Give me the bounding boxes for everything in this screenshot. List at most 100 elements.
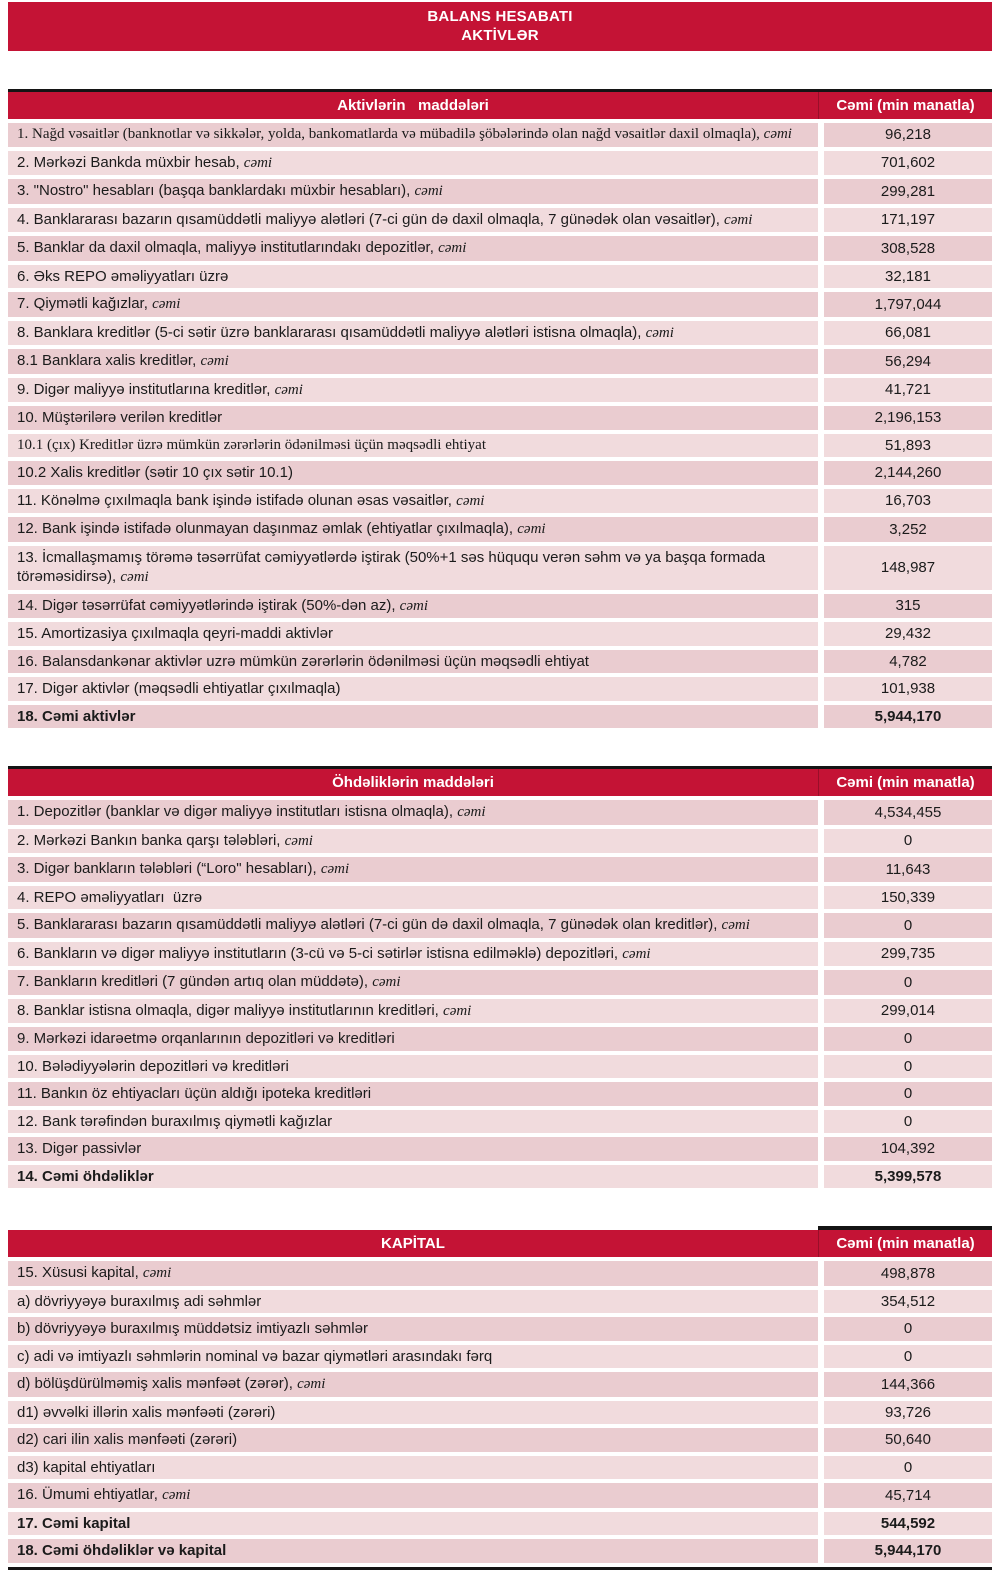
row-value: 45,714 [824, 1483, 992, 1508]
table-row: 4. Banklararası bazarın qısamüddətli mal… [8, 207, 992, 232]
liabilities-items-column-header: Öhdəliklərin maddələri [332, 774, 494, 791]
row-label: b) dövriyyəyə buraxılmış müddətsiz imtiy… [8, 1317, 818, 1341]
table-row: 1. Nağd vəsaitlər (banknotlar və sikkələ… [8, 123, 992, 147]
liabilities-section: Öhdəliklərin maddələri Cəmi (min manatla… [8, 766, 992, 1188]
table-row: 13. İcmallaşmamış törəmə təsərrüfat cəmi… [8, 545, 992, 590]
row-label-suffix: cəmi [438, 240, 467, 256]
table-row: 1. Depozitlər (banklar və digər maliyyə … [8, 800, 992, 825]
table-row: 12. Bank işində istifadə olunmayan daşın… [8, 517, 992, 542]
row-label-suffix: cəmi [372, 974, 401, 990]
assets-items-column-header: Aktivlərin maddələri [337, 97, 489, 114]
table-row: 15. Amortizasiya çıxılmaqla qeyri-maddi … [8, 622, 992, 646]
table-row: d) bölüşdürülməmiş xalis mənfəət (zərər)… [8, 1372, 992, 1397]
table-row: 13. Digər passivlər 104,392 [8, 1137, 992, 1161]
row-label-suffix: cəmi [456, 492, 485, 509]
row-label-suffix: cəmi [243, 154, 273, 171]
row-label: 6. Əks REPO əməliyyatları üzrə [8, 264, 818, 288]
capital-top-border [818, 1226, 992, 1230]
table-row: 2. Mərkəzi Bankda müxbir hesab, cəmi 701,… [8, 150, 992, 175]
row-label: 5. Banklararası bazarın qısamüddətli mal… [8, 913, 818, 938]
row-label-suffix: cəmi [284, 832, 313, 849]
row-label: 7. Qiymətli kağızlar, cəmi [8, 292, 818, 317]
capital-section: KAPİTAL Cəmi (min manatla) 15. Xüsusi ka… [8, 1226, 992, 1570]
table-row: 18. Cəmi aktivlər 5,944,170 [8, 704, 992, 728]
row-value: 0 [824, 970, 992, 995]
row-label-suffix: cəmi [297, 1376, 326, 1392]
row-label: 2. Mərkəzi Bankda müxbir hesab, cəmi [8, 150, 818, 175]
row-value: 41,721 [824, 377, 992, 402]
row-label: 10.2 Xalis kreditlər (sətir 10 çıx sətir… [8, 461, 818, 485]
row-value: 93,726 [824, 1400, 992, 1424]
row-value: 5,944,170 [824, 1539, 992, 1563]
row-label-suffix: cəmi [443, 1002, 472, 1019]
row-value: 56,294 [824, 349, 992, 374]
row-label: 17. Digər aktivlər (məqsədli ehtiyatlar … [8, 677, 818, 701]
row-label: a) dövriyyəyə buraxılmış adi səhmlər [8, 1289, 818, 1313]
row-label: 1. Nağd vəsaitlər (banknotlar və sikkələ… [8, 123, 818, 147]
row-value: 96,218 [824, 123, 992, 147]
liabilities-header-row: Öhdəliklərin maddələri Cəmi (min manatla… [8, 769, 992, 796]
row-value: 66,081 [824, 320, 992, 345]
row-label: 17. Cəmi kapital [8, 1511, 818, 1535]
row-label-suffix: cəmi [120, 569, 149, 585]
row-label-suffix: cəmi [517, 521, 546, 537]
row-value: 315 [824, 593, 992, 618]
table-row: d1) əvvəlki illərin xalis mənfəəti (zərə… [8, 1400, 992, 1424]
table-row: 8. Banklara kreditlər (5-ci sətir üzrə b… [8, 320, 992, 345]
table-row: 14. Cəmi öhdəliklər 5,399,578 [8, 1164, 992, 1188]
row-value: 16,703 [824, 488, 992, 513]
row-label: 16. Balansdankənar aktivlər uzrə mümkün … [8, 649, 818, 673]
row-value: 148,987 [824, 545, 992, 590]
row-label: 12. Bank işində istifadə olunmayan daşın… [8, 517, 818, 542]
assets-total-column-header: Cəmi (min manatla) [818, 92, 992, 119]
row-label: 11. Könəlmə çıxılmaqla bank işində istif… [8, 488, 818, 513]
table-row: 4. REPO əməliyyatları üzrə 150,339 [8, 885, 992, 909]
row-value: 1,797,044 [824, 292, 992, 317]
row-value: 101,938 [824, 677, 992, 701]
capital-bottom-border [8, 1566, 992, 1570]
row-label-suffix: cəmi [763, 126, 792, 142]
table-row: 16. Balansdankənar aktivlər uzrə mümkün … [8, 649, 992, 673]
row-value: 0 [824, 1082, 992, 1106]
row-value: 544,592 [824, 1511, 992, 1535]
row-label: 12. Bank tərəfindən buraxılmış qiymətli … [8, 1109, 818, 1133]
row-label: 13. Digər passivlər [8, 1137, 818, 1161]
table-row: 17. Cəmi kapital 544,592 [8, 1511, 992, 1535]
row-value: 0 [824, 1027, 992, 1051]
table-row: 15. Xüsusi kapital, cəmi 498,878 [8, 1261, 992, 1286]
row-value: 299,281 [824, 179, 992, 204]
row-label-suffix: cəmi [142, 1265, 172, 1281]
table-row: 10. Bələdiyyələrin depozitləri və kredit… [8, 1054, 992, 1078]
row-label-suffix: cəmi [457, 804, 486, 820]
table-row: 7. Qiymətli kağızlar, cəmi 1,797,044 [8, 292, 992, 317]
row-value: 0 [824, 1054, 992, 1078]
row-value: 51,893 [824, 433, 992, 457]
row-label: 1. Depozitlər (banklar və digər maliyyə … [8, 800, 818, 825]
row-label-suffix: cəmi [399, 597, 428, 614]
table-row: 14. Digər təsərrüfat cəmiyyətlərində işt… [8, 593, 992, 618]
row-value: 4,534,455 [824, 800, 992, 825]
row-value: 5,944,170 [824, 704, 992, 728]
table-row: 7. Bankların kreditləri (7 gündən artıq … [8, 970, 992, 995]
table-row: 3. Digər bankların tələbləri (“Loro" hes… [8, 857, 992, 882]
row-label: 13. İcmallaşmamış törəmə təsərrüfat cəmi… [8, 545, 818, 590]
row-value: 104,392 [824, 1137, 992, 1161]
row-value: 11,643 [824, 857, 992, 882]
table-row: 12. Bank tərəfindən buraxılmış qiymətli … [8, 1109, 992, 1133]
row-label-suffix: cəmi [724, 211, 753, 228]
row-label: 10. Bələdiyyələrin depozitləri və kredit… [8, 1054, 818, 1078]
report-subtitle: AKTİVLƏR [461, 27, 539, 44]
table-row: a) dövriyyəyə buraxılmış adi səhmlər 354,… [8, 1289, 992, 1313]
row-label: 9. Mərkəzi idarəetmə orqanlarının depozi… [8, 1027, 818, 1051]
row-value: 0 [824, 828, 992, 853]
report-title: BALANS HESABATI [427, 8, 573, 25]
row-label-suffix: cəmi [274, 381, 303, 398]
row-value: 171,197 [824, 207, 992, 232]
capital-rows: 15. Xüsusi kapital, cəmi 498,878 a) dövriy… [8, 1261, 992, 1563]
row-label: 3. "Nostro" hesabları (başqa banklardakı… [8, 179, 818, 204]
row-label: 15. Xüsusi kapital, cəmi [8, 1261, 818, 1286]
row-label: 16. Ümumi ehtiyatlar, cəmi [8, 1483, 818, 1508]
row-value: 150,339 [824, 885, 992, 909]
row-value: 701,602 [824, 150, 992, 175]
